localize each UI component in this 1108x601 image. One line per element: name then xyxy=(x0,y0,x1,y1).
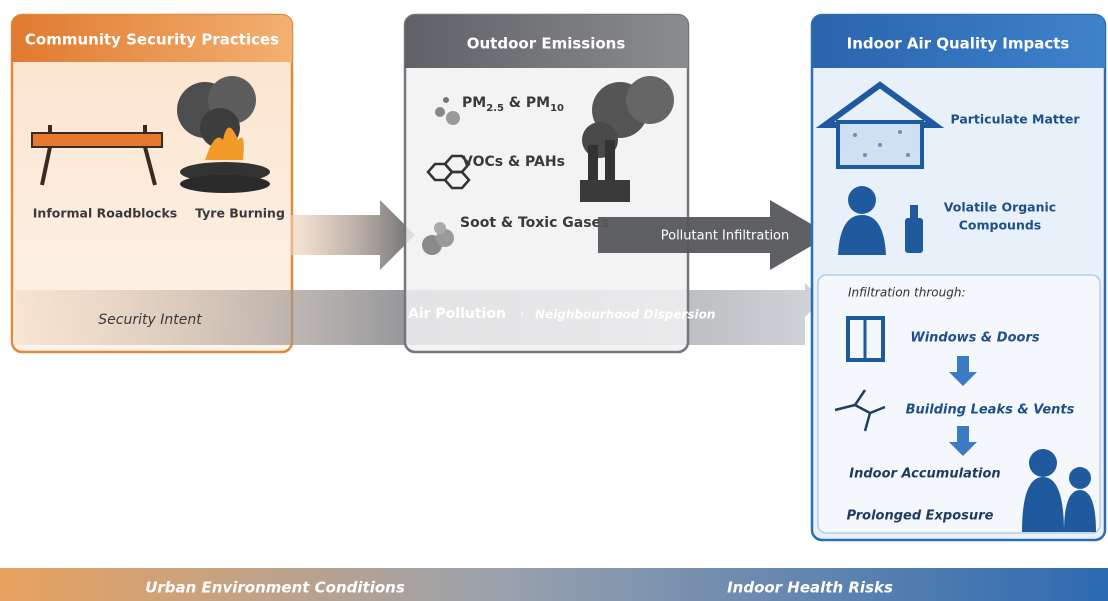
item-label: Compounds xyxy=(959,218,1042,233)
step-label: Prolonged Exposure xyxy=(847,509,994,524)
icon-shape xyxy=(580,180,630,202)
icon-shape xyxy=(910,205,918,218)
icon-shape xyxy=(180,175,270,193)
icon-shape xyxy=(446,111,460,125)
arrow-separator: › xyxy=(520,307,524,320)
step-label: Indoor Accumulation xyxy=(849,467,1000,482)
arrow-label: Air Pollution xyxy=(408,306,506,322)
pm-text: & PM xyxy=(504,95,550,111)
arrow-label: Neighbourhood Dispersion xyxy=(535,308,715,322)
icon-shape xyxy=(878,143,882,147)
step-label: Windows & Doors xyxy=(910,331,1039,346)
footer-label: Security Intent xyxy=(98,312,202,328)
panel-title: Indoor Air Quality Impacts xyxy=(847,35,1070,53)
icon-shape xyxy=(1029,449,1057,477)
panel-emissions: Outdoor Emissions PM2.5 & PM10 VOCs & PA… xyxy=(405,15,688,352)
flow-arrow xyxy=(290,200,415,270)
pathway-heading: Infiltration through: xyxy=(848,286,965,300)
icon-shape xyxy=(605,140,615,185)
footer-label: Indoor Health Risks xyxy=(727,579,893,597)
footer-label: Urban Environment Conditions xyxy=(145,579,405,597)
item-label: Soot & Toxic Gases xyxy=(460,215,609,231)
icon-shape xyxy=(1069,467,1091,489)
icon-shape xyxy=(898,130,902,134)
pm-sub: 2.5 xyxy=(486,103,504,114)
icon-shape xyxy=(588,145,598,185)
icon-shape xyxy=(435,107,445,117)
panel-title: Community Security Practices xyxy=(25,31,279,49)
diagram: Community Security Practices Informal Ro… xyxy=(0,0,1108,601)
icon-shape xyxy=(626,76,674,124)
arrow-label: Pollutant Infiltration xyxy=(661,229,790,244)
icon-shape xyxy=(443,97,449,103)
item-label: VOCs & PAHs xyxy=(462,154,565,170)
item-label: Informal Roadblocks xyxy=(33,206,177,221)
icon-shape xyxy=(434,222,446,234)
icon-shape xyxy=(906,153,910,157)
item-label: Volatile Organic xyxy=(944,200,1056,215)
icon-shape xyxy=(905,218,923,253)
icon-shape xyxy=(853,133,857,137)
panel-indoor: Indoor Air Quality Impacts Particulate M… xyxy=(812,15,1105,540)
item-label: Particulate Matter xyxy=(951,112,1081,127)
pm-sub: 10 xyxy=(550,103,564,114)
pm-text: PM xyxy=(462,95,486,111)
icon-shape xyxy=(848,186,876,214)
step-label: Building Leaks & Vents xyxy=(906,403,1075,418)
item-label: Tyre Burning xyxy=(195,206,285,221)
icon-shape xyxy=(863,153,867,157)
icon-shape xyxy=(32,133,162,147)
panel-title: Outdoor Emissions xyxy=(467,35,626,53)
